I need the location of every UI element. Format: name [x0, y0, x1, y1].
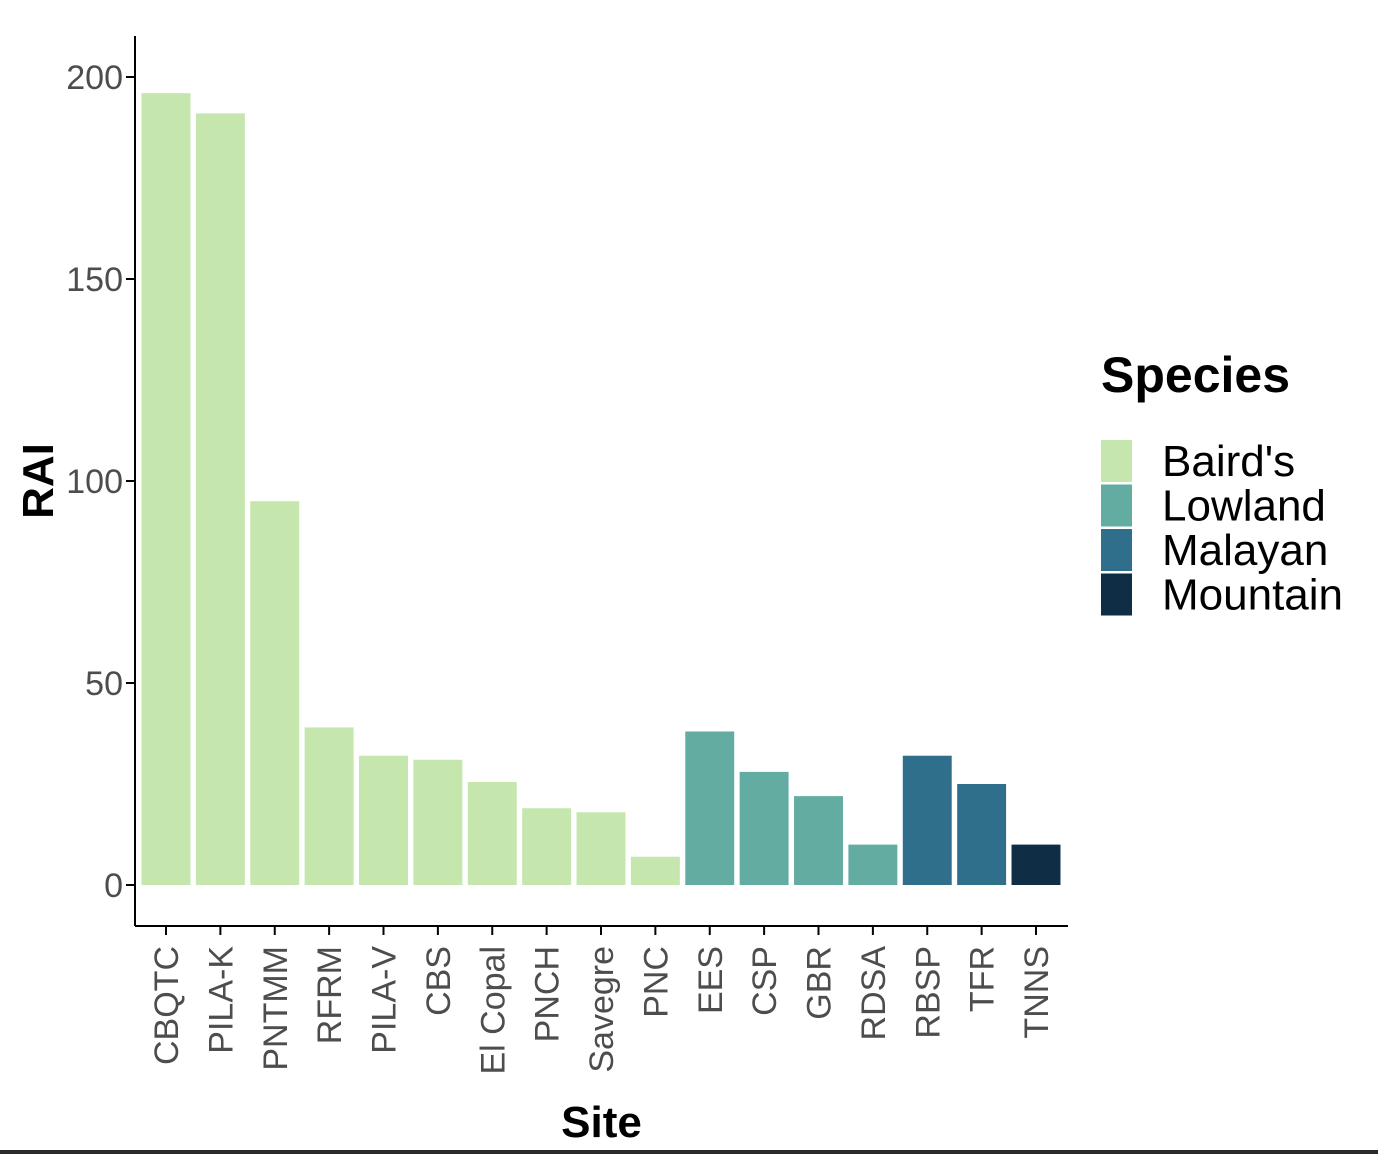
x-tick-label: RBSP — [909, 946, 947, 1039]
x-axis-title: Site — [561, 1098, 642, 1147]
y-tick-label: 0 — [104, 867, 123, 905]
x-tick-label: Savegre — [583, 946, 621, 1073]
bar-savegre — [576, 812, 626, 885]
legend-label: Malayan — [1162, 526, 1328, 575]
x-tick-label: RDSA — [855, 946, 893, 1041]
bar-rbsp — [902, 755, 952, 885]
y-tick-label: 200 — [66, 59, 123, 97]
bar-pntmm — [250, 501, 300, 885]
x-tick-label: EES — [692, 946, 730, 1014]
bar-ees — [685, 731, 735, 885]
bar-pila-k — [195, 113, 245, 886]
x-axis-ticks: CBQTC PILA-K PNTMM RFRM PILA-V CBS El Copal PNC… — [148, 926, 1056, 1075]
legend-swatch-mountain — [1101, 573, 1132, 616]
bars-group — [141, 93, 1061, 886]
x-tick-label: PILA-V — [366, 946, 404, 1054]
legend-title: Species — [1101, 347, 1290, 403]
legend-label: Mountain — [1162, 571, 1343, 620]
x-tick-label: PILA-K — [202, 946, 240, 1054]
y-tick-label: 50 — [85, 665, 123, 703]
legend-swatch-malayan — [1101, 529, 1132, 571]
y-tick-label: 150 — [66, 261, 123, 299]
legend-label: Lowland — [1162, 482, 1326, 531]
x-tick-label: CBQTC — [148, 946, 186, 1065]
x-tick-label: CSP — [746, 946, 784, 1016]
bar-pila-v — [359, 755, 408, 885]
bar-tnns — [1011, 844, 1061, 885]
y-axis-ticks: 0 50 100 150 200 — [66, 59, 135, 905]
bar-tfr — [957, 784, 1007, 885]
y-axis-title: RAI — [14, 443, 63, 519]
bar-cbs — [413, 759, 463, 885]
bar-rfrm — [304, 727, 354, 885]
x-tick-label: PNTMM — [257, 946, 295, 1071]
bar-csp — [739, 771, 789, 885]
bar-pnc — [630, 856, 680, 885]
x-tick-label: GBR — [801, 946, 839, 1020]
bar-rdsa — [848, 844, 898, 885]
bar-el-copal — [467, 781, 517, 885]
bar-pnch — [522, 808, 572, 885]
x-tick-label: PNC — [637, 946, 675, 1018]
legend-swatch-lowland — [1101, 484, 1132, 527]
x-tick-label: PNCH — [529, 946, 567, 1042]
x-tick-label: RFRM — [311, 946, 349, 1044]
x-tick-label: El Copal — [474, 946, 512, 1075]
legend-label: Baird's — [1162, 437, 1295, 486]
bar-gbr — [794, 796, 843, 885]
x-tick-label: CBS — [420, 946, 458, 1016]
y-tick-label: 100 — [66, 463, 123, 501]
bar-cbqtc — [141, 93, 191, 885]
x-tick-label: TNNS — [1018, 946, 1056, 1039]
legend-swatch-baird-s — [1101, 440, 1132, 482]
bottom-divider — [0, 1150, 1378, 1154]
x-tick-label: TFR — [964, 946, 1002, 1012]
